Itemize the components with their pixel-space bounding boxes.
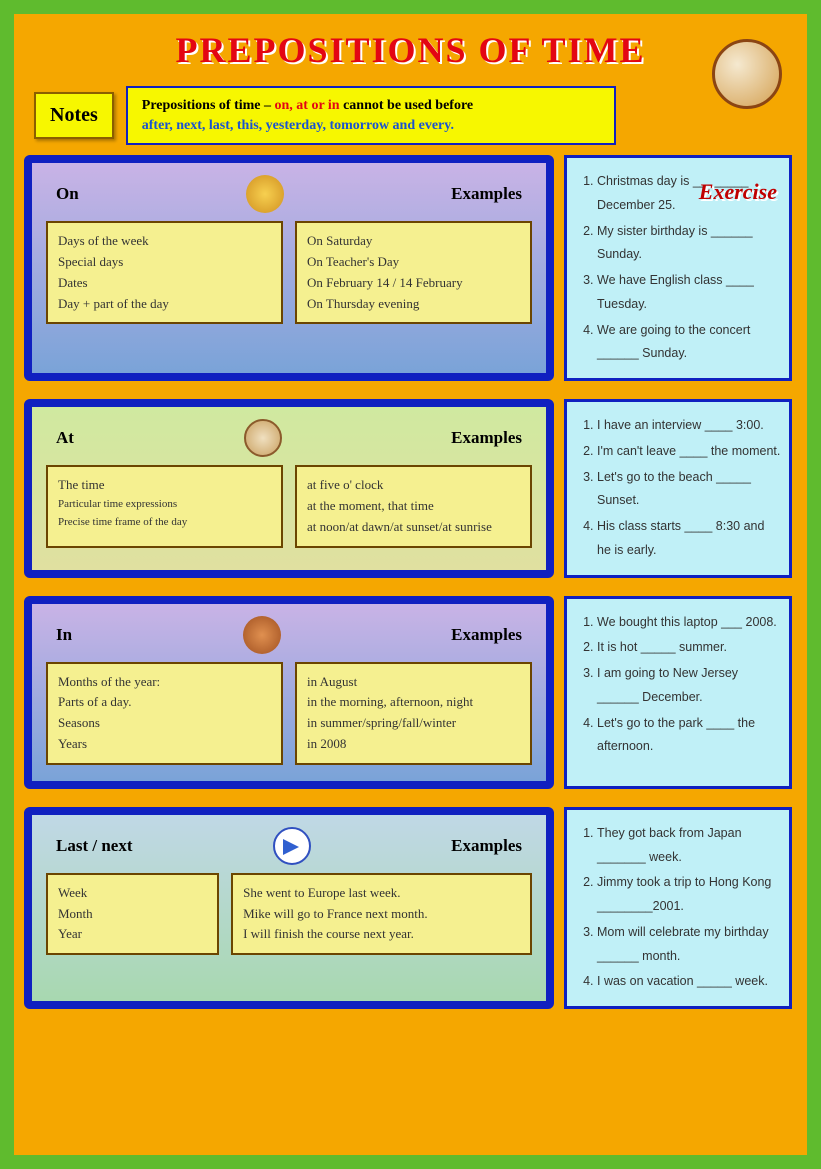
example: in summer/spring/fall/winter [307, 713, 520, 734]
example: On Thursday evening [307, 294, 520, 315]
example: Mike will go to France next month. [243, 904, 520, 925]
rule: Precise time frame of the day [58, 514, 271, 532]
example: On February 14 / 14 February [307, 273, 520, 294]
exercise-item: We have English class ____ Tuesday. [597, 269, 781, 317]
rules-box: The time Particular time expressions Pre… [46, 465, 283, 547]
rule: Day + part of the day [58, 294, 271, 315]
page-title: PREPOSITIONS OF TIME [24, 29, 797, 71]
examples-label: Examples [451, 625, 522, 645]
rule: Seasons [58, 713, 271, 734]
notes-line1c: cannot be used before [340, 98, 474, 113]
happy-monday-icon [246, 175, 284, 213]
example: in August [307, 672, 520, 693]
exercise-in: We bought this laptop ___ 2008. It is ho… [564, 596, 792, 789]
notes-row: Notes Prepositions of time – on, at or i… [34, 86, 797, 145]
exercise-last-next: They got back from Japan _______ week. J… [564, 807, 792, 1009]
card-on: On Examples Days of the week Special day… [24, 155, 554, 381]
example: in 2008 [307, 734, 520, 755]
exercise-item: It is hot _____ summer. [597, 636, 781, 660]
exercise-item: I am going to New Jersey ______ December… [597, 662, 781, 710]
row-at: At Examples The time Particular time exp… [24, 399, 797, 578]
card-heading: In [56, 625, 72, 645]
exercise-item: They got back from Japan _______ week. [597, 822, 781, 870]
exercise-at: I have an interview ____ 3:00. I'm can't… [564, 399, 792, 578]
rule: The time [58, 475, 271, 496]
examples-box: at five o' clock at the moment, that tim… [295, 465, 532, 547]
rule: Month [58, 904, 207, 925]
rule: Parts of a day. [58, 692, 271, 713]
rule: Week [58, 883, 207, 904]
exercise-item: We are going to the concert ______ Sunda… [597, 319, 781, 367]
example: On Teacher's Day [307, 252, 520, 273]
rule: Year [58, 924, 207, 945]
card-in: In Examples Months of the year: Parts of… [24, 596, 554, 789]
row-on: On Examples Days of the week Special day… [24, 155, 797, 381]
exercise-item: I'm can't leave ____ the moment. [597, 440, 781, 464]
exercise-item: His class starts ____ 8:30 and he is ear… [597, 515, 781, 563]
row-last-next: Last / next Examples Week Month Year She… [24, 807, 797, 1009]
examples-box: On Saturday On Teacher's Day On February… [295, 221, 532, 324]
alarm-clock-icon [712, 39, 782, 109]
exercise-item: We bought this laptop ___ 2008. [597, 611, 781, 635]
card-last-next: Last / next Examples Week Month Year She… [24, 807, 554, 1009]
exercise-item: Let's go to the park ____ the afternoon. [597, 712, 781, 760]
card-heading: On [56, 184, 79, 204]
row-in: In Examples Months of the year: Parts of… [24, 596, 797, 789]
examples-box: She went to Europe last week. Mike will … [231, 873, 532, 955]
card-heading: Last / next [56, 836, 133, 856]
exercise-item: My sister birthday is ______ Sunday. [597, 220, 781, 268]
worksheet-frame: PREPOSITIONS OF TIME Notes Prepositions … [10, 10, 811, 1159]
card-at: At Examples The time Particular time exp… [24, 399, 554, 578]
clock-icon [244, 419, 282, 457]
example: at the moment, that time [307, 496, 520, 517]
example: at five o' clock [307, 475, 520, 496]
examples-label: Examples [451, 428, 522, 448]
notes-badge: Notes [34, 92, 114, 139]
rules-box: Days of the week Special days Dates Day … [46, 221, 283, 324]
example: On Saturday [307, 231, 520, 252]
rule: Days of the week [58, 231, 271, 252]
exercise-item: I have an interview ____ 3:00. [597, 414, 781, 438]
card-heading: At [56, 428, 74, 448]
rule: Special days [58, 252, 271, 273]
example: in the morning, afternoon, night [307, 692, 520, 713]
autumn-leaves-icon [243, 616, 281, 654]
examples-box: in August in the morning, afternoon, nig… [295, 662, 532, 765]
exercise-heading: Exercise [699, 179, 777, 205]
rule: Years [58, 734, 271, 755]
notes-line2: after, next, last, this, yesterday, tomo… [142, 118, 454, 133]
notes-text: Prepositions of time – on, at or in cann… [126, 86, 616, 145]
rules-box: Week Month Year [46, 873, 219, 955]
rule: Dates [58, 273, 271, 294]
rule: Particular time expressions [58, 496, 271, 514]
notes-emphasis: on, at or in [275, 98, 340, 113]
example: She went to Europe last week. [243, 883, 520, 904]
notes-line1a: Prepositions of time – [142, 98, 275, 113]
arrow-right-icon [273, 827, 311, 865]
example: I will finish the course next year. [243, 924, 520, 945]
exercise-item: I was on vacation _____ week. [597, 970, 781, 994]
example: at noon/at dawn/at sunset/at sunrise [307, 517, 520, 538]
examples-label: Examples [451, 184, 522, 204]
examples-label: Examples [451, 836, 522, 856]
exercise-item: Jimmy took a trip to Hong Kong ________2… [597, 871, 781, 919]
exercise-item: Mom will celebrate my birthday ______ mo… [597, 921, 781, 969]
exercise-item: Let's go to the beach _____ Sunset. [597, 466, 781, 514]
rule: Months of the year: [58, 672, 271, 693]
rules-box: Months of the year: Parts of a day. Seas… [46, 662, 283, 765]
